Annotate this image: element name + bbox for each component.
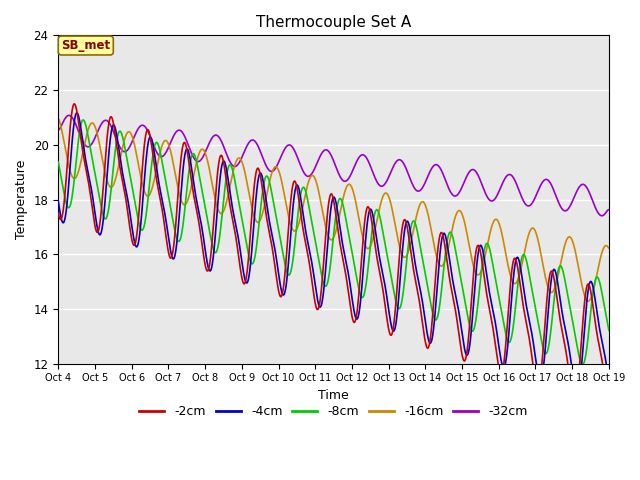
X-axis label: Time: Time	[318, 389, 349, 402]
Legend: -2cm, -4cm, -8cm, -16cm, -32cm: -2cm, -4cm, -8cm, -16cm, -32cm	[134, 400, 532, 423]
Title: Thermocouple Set A: Thermocouple Set A	[256, 15, 412, 30]
Text: SB_met: SB_met	[61, 39, 110, 52]
Y-axis label: Temperature: Temperature	[15, 160, 28, 239]
